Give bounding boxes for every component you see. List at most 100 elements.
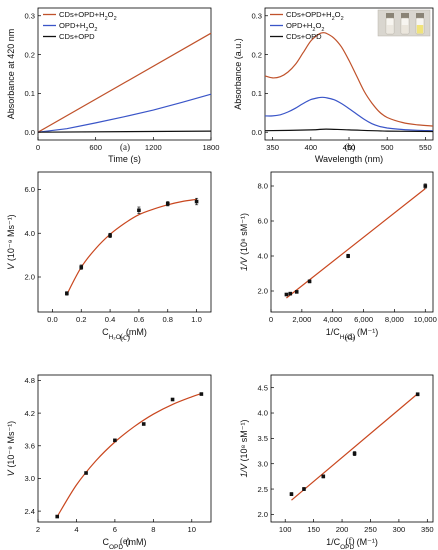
y-tick-label: 2.4 [24,507,35,516]
x-tick-label: 550 [419,143,432,152]
panel-caption: (c) [120,332,130,342]
y-axis-label: Absorbance at 420 nm [6,29,16,120]
x-tick-label: 10 [188,525,196,534]
y-tick-label: 0.2 [251,50,262,59]
chart-panel-c: 0.0 0.2 0.4 0.6 0.8 1.0 2.0 4.0 6.0 CH₂O₂ (mM) V (… [6,171,212,342]
data-point [199,392,204,396]
x-tick-label: 450 [343,143,356,152]
x-tick-label: 0 [36,143,40,152]
y-axis-label: 1/V (10⁸ sM⁻¹) [239,213,249,271]
data-point [294,290,299,294]
data-point [170,397,175,402]
x-tick-label: 0.0 [47,315,58,324]
y-tick-label: 4.0 [257,409,268,418]
y-tick-label: 8.0 [257,182,268,191]
x-tick-label: 300 [393,525,406,534]
chart-panel-f: 100 150 200 250 300 350 2.0 2.5 3.0 3.5 4.0 4.5 1/CO… [239,374,434,550]
series-line [264,128,434,133]
chart-panel-b: 350 400 450 500 550 0.0 0.1 0.2 0.3 Wavelength (n… [233,7,434,164]
x-tick-label: 1800 [203,143,220,152]
panel-caption: (f) [346,536,355,546]
y-tick-label: 6.0 [257,217,268,226]
x-tick-label: 2,000 [292,315,311,324]
x-axis-label: 1/COPD (M⁻¹) [326,537,378,550]
data-point [84,471,88,475]
y-tick-label: 3.5 [257,434,268,443]
x-tick-label: 400 [304,143,317,152]
x-tick-label: 0.4 [105,315,116,324]
x-tick-label: 2 [36,525,40,534]
y-tick-label: 4.0 [257,252,268,261]
data-point [289,492,294,496]
legend-entry-label: OPD+H2O2 [59,21,97,33]
x-tick-label: 0 [269,315,273,324]
plot-frame [270,171,434,313]
vial-cap [401,13,409,18]
series-line [37,93,212,133]
data-point [113,438,117,443]
x-tick-label: 200 [336,525,349,534]
legend-entry-label: CDs+OPD+H2O2 [286,10,344,22]
y-tick-label: 0.1 [24,89,35,98]
y-axis-label: 1/V (10⁸ sM⁻¹) [239,419,249,477]
x-tick-label: 150 [307,525,320,534]
vial-photo-inset [377,9,431,37]
y-tick-label: 3.0 [257,459,268,468]
data-point [55,514,60,519]
y-tick-label: 0.1 [251,89,262,98]
x-tick-label: 350 [266,143,279,152]
x-axis-label: Time (s) [108,154,141,164]
y-tick-label: 6.0 [24,185,35,194]
data-point [415,392,420,397]
legend-entry-label: CDs+OPD [286,32,322,41]
y-axis-label: Absorbance (a.u.) [233,38,243,110]
vial-cap [386,13,394,18]
panel-caption: (b) [345,142,356,152]
data-point [165,201,170,206]
panel-caption: (e) [120,536,130,546]
legend-entry-label: OPD+H2O2 [286,21,324,33]
data-point [423,184,428,188]
chart-panel-a: 0 600 1200 1800 0.0 0.1 0.2 0.3 Time (s) Absorban… [6,7,220,164]
data-point [352,451,357,456]
data-point [302,487,306,491]
series-line [37,130,212,133]
x-tick-label: 250 [364,525,377,534]
x-tick-label: 1.0 [191,315,202,324]
vial-liquid [416,25,424,34]
plot-frame [37,7,212,141]
vial-cap [416,13,424,18]
x-tick-label: 1200 [145,143,162,152]
fit-line [66,198,197,295]
data-point [284,292,289,297]
y-tick-label: 0.3 [251,11,262,20]
plot-frame [270,374,434,523]
x-tick-label: 0.6 [134,315,145,324]
x-tick-label: 500 [381,143,394,152]
data-point [346,254,350,258]
chart-panel-d: 0 2,000 4,000 6,000 8,000 10,000 2.0 4.0 6.0 8.0 1… [239,171,437,342]
y-tick-label: 0.2 [24,50,35,59]
y-tick-label: 3.0 [24,474,35,483]
chart-panel-e: 2 4 6 8 10 2.4 3.0 3.6 4.2 4.8 COPD (mM) V (10⁻⁹ Ms… [6,374,212,550]
data-point [288,291,293,296]
y-tick-label: 0.0 [24,128,35,137]
data-point [321,474,326,479]
x-tick-label: 600 [89,143,102,152]
x-axis-label: COPD (mM) [102,537,146,550]
vial-liquid [401,25,409,34]
x-tick-label: 100 [279,525,292,534]
y-tick-label: 0.3 [24,11,35,20]
series-line [37,32,212,133]
plot-frame [37,374,212,523]
x-tick-label: 6,000 [354,315,373,324]
series-line [264,96,434,132]
data-point [307,279,312,284]
x-tick-label: 10,000 [414,315,437,324]
x-tick-label: 350 [421,525,434,534]
data-point [79,265,84,269]
fit-line [286,188,426,299]
x-axis-label: CH₂O₂ (mM) [102,327,147,341]
y-tick-label: 4.8 [24,376,35,385]
